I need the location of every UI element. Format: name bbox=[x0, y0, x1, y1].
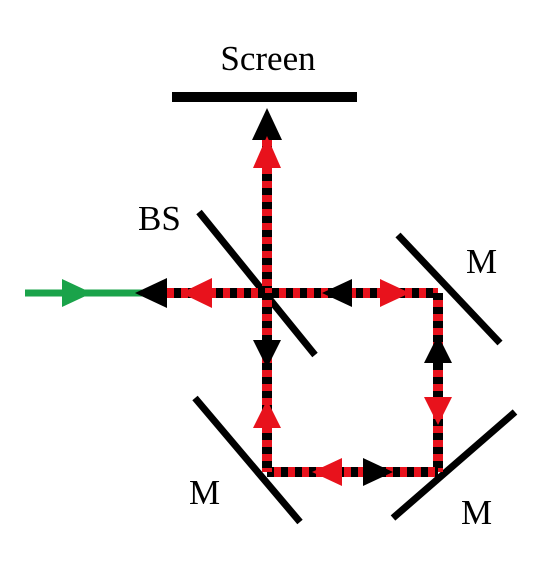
arrow-left-black bbox=[135, 278, 167, 308]
mirror-lower-right bbox=[390, 409, 518, 521]
arrow-down-red-right bbox=[424, 397, 452, 425]
mirror-lower-left-label: M bbox=[189, 473, 220, 512]
arrow-up-red-left bbox=[253, 400, 281, 428]
arrow-left-red bbox=[181, 278, 212, 308]
beam-splitter-label: BS bbox=[138, 199, 181, 238]
arrow-up-black bbox=[252, 108, 282, 140]
beam-paths bbox=[160, 135, 443, 477]
arrow-left-red-bottom bbox=[312, 458, 342, 486]
arrow-left-black-top bbox=[322, 279, 352, 307]
arrow-up-black-right bbox=[424, 335, 452, 363]
mirror-upper-right bbox=[395, 232, 503, 346]
mirror-lower-left bbox=[192, 395, 303, 525]
direction-arrows bbox=[135, 108, 452, 486]
beam-splitter bbox=[196, 209, 318, 358]
arrow-up-red bbox=[253, 136, 281, 168]
arrow-down-black-left bbox=[253, 340, 281, 368]
mirror-upper-right-label: M bbox=[466, 242, 497, 281]
screen-label: Screen bbox=[220, 39, 315, 78]
arrow-right-red-top bbox=[380, 279, 410, 307]
arrow-right-black-bottom bbox=[363, 458, 393, 486]
mirror-lower-right-label: M bbox=[461, 493, 492, 532]
input-beam-arrow bbox=[62, 279, 92, 307]
